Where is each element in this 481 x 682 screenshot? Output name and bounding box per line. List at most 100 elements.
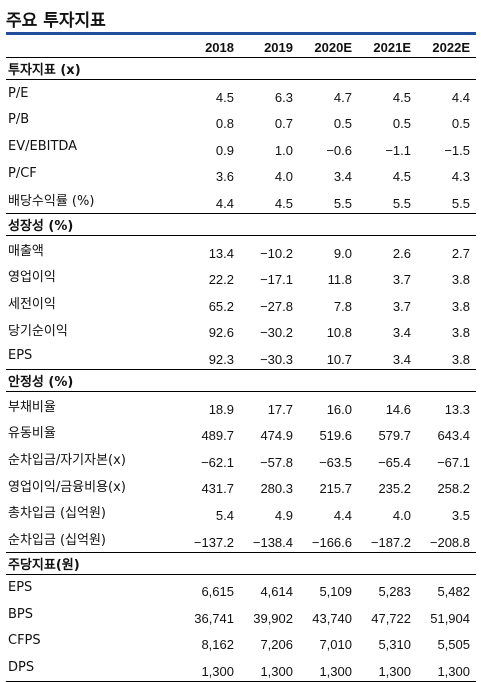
row-label: EV/EBITDA: [8, 138, 78, 154]
indicators-table: 2018 2019 2020E 2021E 2022E 투자지표 (x) P/E 4.5 6.3…: [6, 38, 476, 682]
row-value: −30.2: [260, 325, 293, 341]
row-value: 258.2: [437, 481, 470, 497]
row-value: 519.6: [319, 428, 352, 444]
row-value: −208.8: [429, 534, 470, 550]
row-value: 474.9: [260, 428, 293, 444]
row-label: 부채비율: [8, 399, 56, 415]
header-year: 2018: [181, 38, 240, 58]
row-label: EPS: [8, 348, 33, 364]
row-value: 431.7: [201, 481, 234, 497]
row-value: 1,300: [417, 654, 476, 682]
row-value: 1,300: [358, 654, 417, 682]
row-value: 0.5: [392, 116, 411, 132]
row-value: 2.6: [392, 245, 411, 261]
row-label: P/CF: [8, 165, 37, 181]
row-value: 4.4: [215, 195, 234, 211]
row-value: 0.7: [274, 116, 293, 132]
row-value: 3.4: [392, 325, 411, 341]
row-value: 7,206: [260, 637, 293, 653]
row-value: 280.3: [260, 481, 293, 497]
row-value: −1.1: [385, 142, 411, 158]
row-value: −27.8: [260, 298, 293, 314]
row-value: 39,902: [253, 610, 293, 626]
row-label: 순차입금 (십억원): [8, 532, 106, 548]
row-value: −62.1: [201, 454, 234, 470]
header-year: 2019: [240, 38, 299, 58]
table-row: 총차입금 (십억원) 5.4 4.9 4.4 4.0 3.5: [6, 498, 476, 525]
row-value: 2.7: [451, 245, 470, 261]
table-row: EPS 6,615 4,614 5,109 5,283 5,482: [6, 574, 476, 601]
row-value: −0.6: [326, 142, 352, 158]
row-value: 5.5: [333, 195, 352, 211]
table-row: DPS 1,300 1,300 1,300 1,300 1,300: [6, 654, 476, 682]
row-value: 0.9: [215, 142, 234, 158]
table-row: 세전이익 65.2 −27.8 7.8 3.7 3.8: [6, 289, 476, 316]
row-value: 3.5: [451, 507, 470, 523]
row-value: 8,162: [201, 637, 234, 653]
header-blank: [6, 38, 181, 58]
section-title: 성장성 (%): [6, 212, 476, 236]
row-value: 5,482: [437, 584, 470, 600]
row-value: 579.7: [378, 428, 411, 444]
row-value: 4.3: [451, 169, 470, 185]
row-value: 92.6: [208, 325, 234, 341]
row-value: 4.9: [274, 507, 293, 523]
row-value: 9.0: [333, 245, 352, 261]
table-row: 영업이익 22.2 −17.1 11.8 3.7 3.8: [6, 263, 476, 290]
row-value: 22.2: [208, 272, 234, 288]
row-value: 6.3: [274, 89, 293, 105]
row-value: 4,614: [260, 584, 293, 600]
row-value: 5,109: [319, 584, 352, 600]
row-value: −67.1: [437, 454, 470, 470]
table-row: BPS 36,741 39,902 43,740 47,722 51,904: [6, 601, 476, 628]
row-value: 92.3: [208, 351, 234, 367]
row-value: 3.6: [215, 169, 234, 185]
row-value: 16.0: [326, 401, 352, 417]
row-value: 643.4: [437, 428, 470, 444]
row-value: 5,505: [437, 637, 470, 653]
row-value: 10.7: [326, 351, 352, 367]
table-row: P/E 4.5 6.3 4.7 4.5 4.4: [6, 80, 476, 107]
header-year: 2020E: [299, 38, 358, 58]
row-value: 5.4: [215, 507, 234, 523]
row-value: 4.0: [274, 169, 293, 185]
header-year: 2021E: [358, 38, 417, 58]
row-value: 14.6: [385, 401, 411, 417]
row-value: 17.7: [267, 401, 293, 417]
row-value: 7,010: [319, 637, 352, 653]
row-value: 4.0: [392, 507, 411, 523]
row-value: −187.2: [370, 534, 411, 550]
row-value: 4.4: [333, 507, 352, 523]
row-value: 11.8: [327, 272, 352, 288]
header-row: 2018 2019 2020E 2021E 2022E: [6, 38, 476, 58]
row-value: 3.4: [392, 351, 411, 367]
row-value: 5,283: [378, 584, 411, 600]
row-label: 총차입금 (십억원): [8, 506, 106, 522]
row-value: 3.7: [392, 298, 411, 314]
row-value: −63.5: [319, 454, 352, 470]
row-value: 43,740: [312, 610, 352, 626]
row-value: −57.8: [260, 454, 293, 470]
table-row: 부채비율 18.9 17.7 16.0 14.6 13.3: [6, 391, 476, 418]
row-value: 5,310: [378, 637, 411, 653]
table-row: 매출액 13.4 −10.2 9.0 2.6 2.7: [6, 235, 476, 262]
row-value: −166.6: [311, 534, 352, 550]
row-value: 1,300: [240, 654, 299, 682]
row-value: 13.4: [208, 245, 234, 261]
investment-indicators-page: 주요 투자지표 2018 2019 2020E 2021E 2022E 투자지표 (x) P…: [6, 11, 476, 682]
row-value: 5.5: [451, 195, 470, 211]
row-value: 65.2: [208, 298, 234, 314]
row-value: 18.9: [208, 401, 234, 417]
section-title: 투자지표 (x): [6, 57, 476, 80]
table-row: 순차입금 (십억원) −137.2 −138.4 −166.6 −187.2 −208.8: [6, 525, 476, 552]
row-label: P/E: [8, 85, 29, 101]
page-title: 주요 투자지표: [6, 11, 106, 31]
row-value: 4.5: [215, 89, 234, 105]
table-row: EV/EBITDA 0.9 1.0 −0.6 −1.1 −1.5: [6, 133, 476, 160]
row-label: EPS: [8, 580, 33, 596]
row-value: 1.0: [274, 142, 293, 158]
row-value: 0.5: [451, 116, 470, 132]
row-label: 세전이익: [8, 296, 56, 312]
table-row: P/CF 3.6 4.0 3.4 4.5 4.3: [6, 160, 476, 187]
row-value: 0.5: [333, 116, 352, 132]
